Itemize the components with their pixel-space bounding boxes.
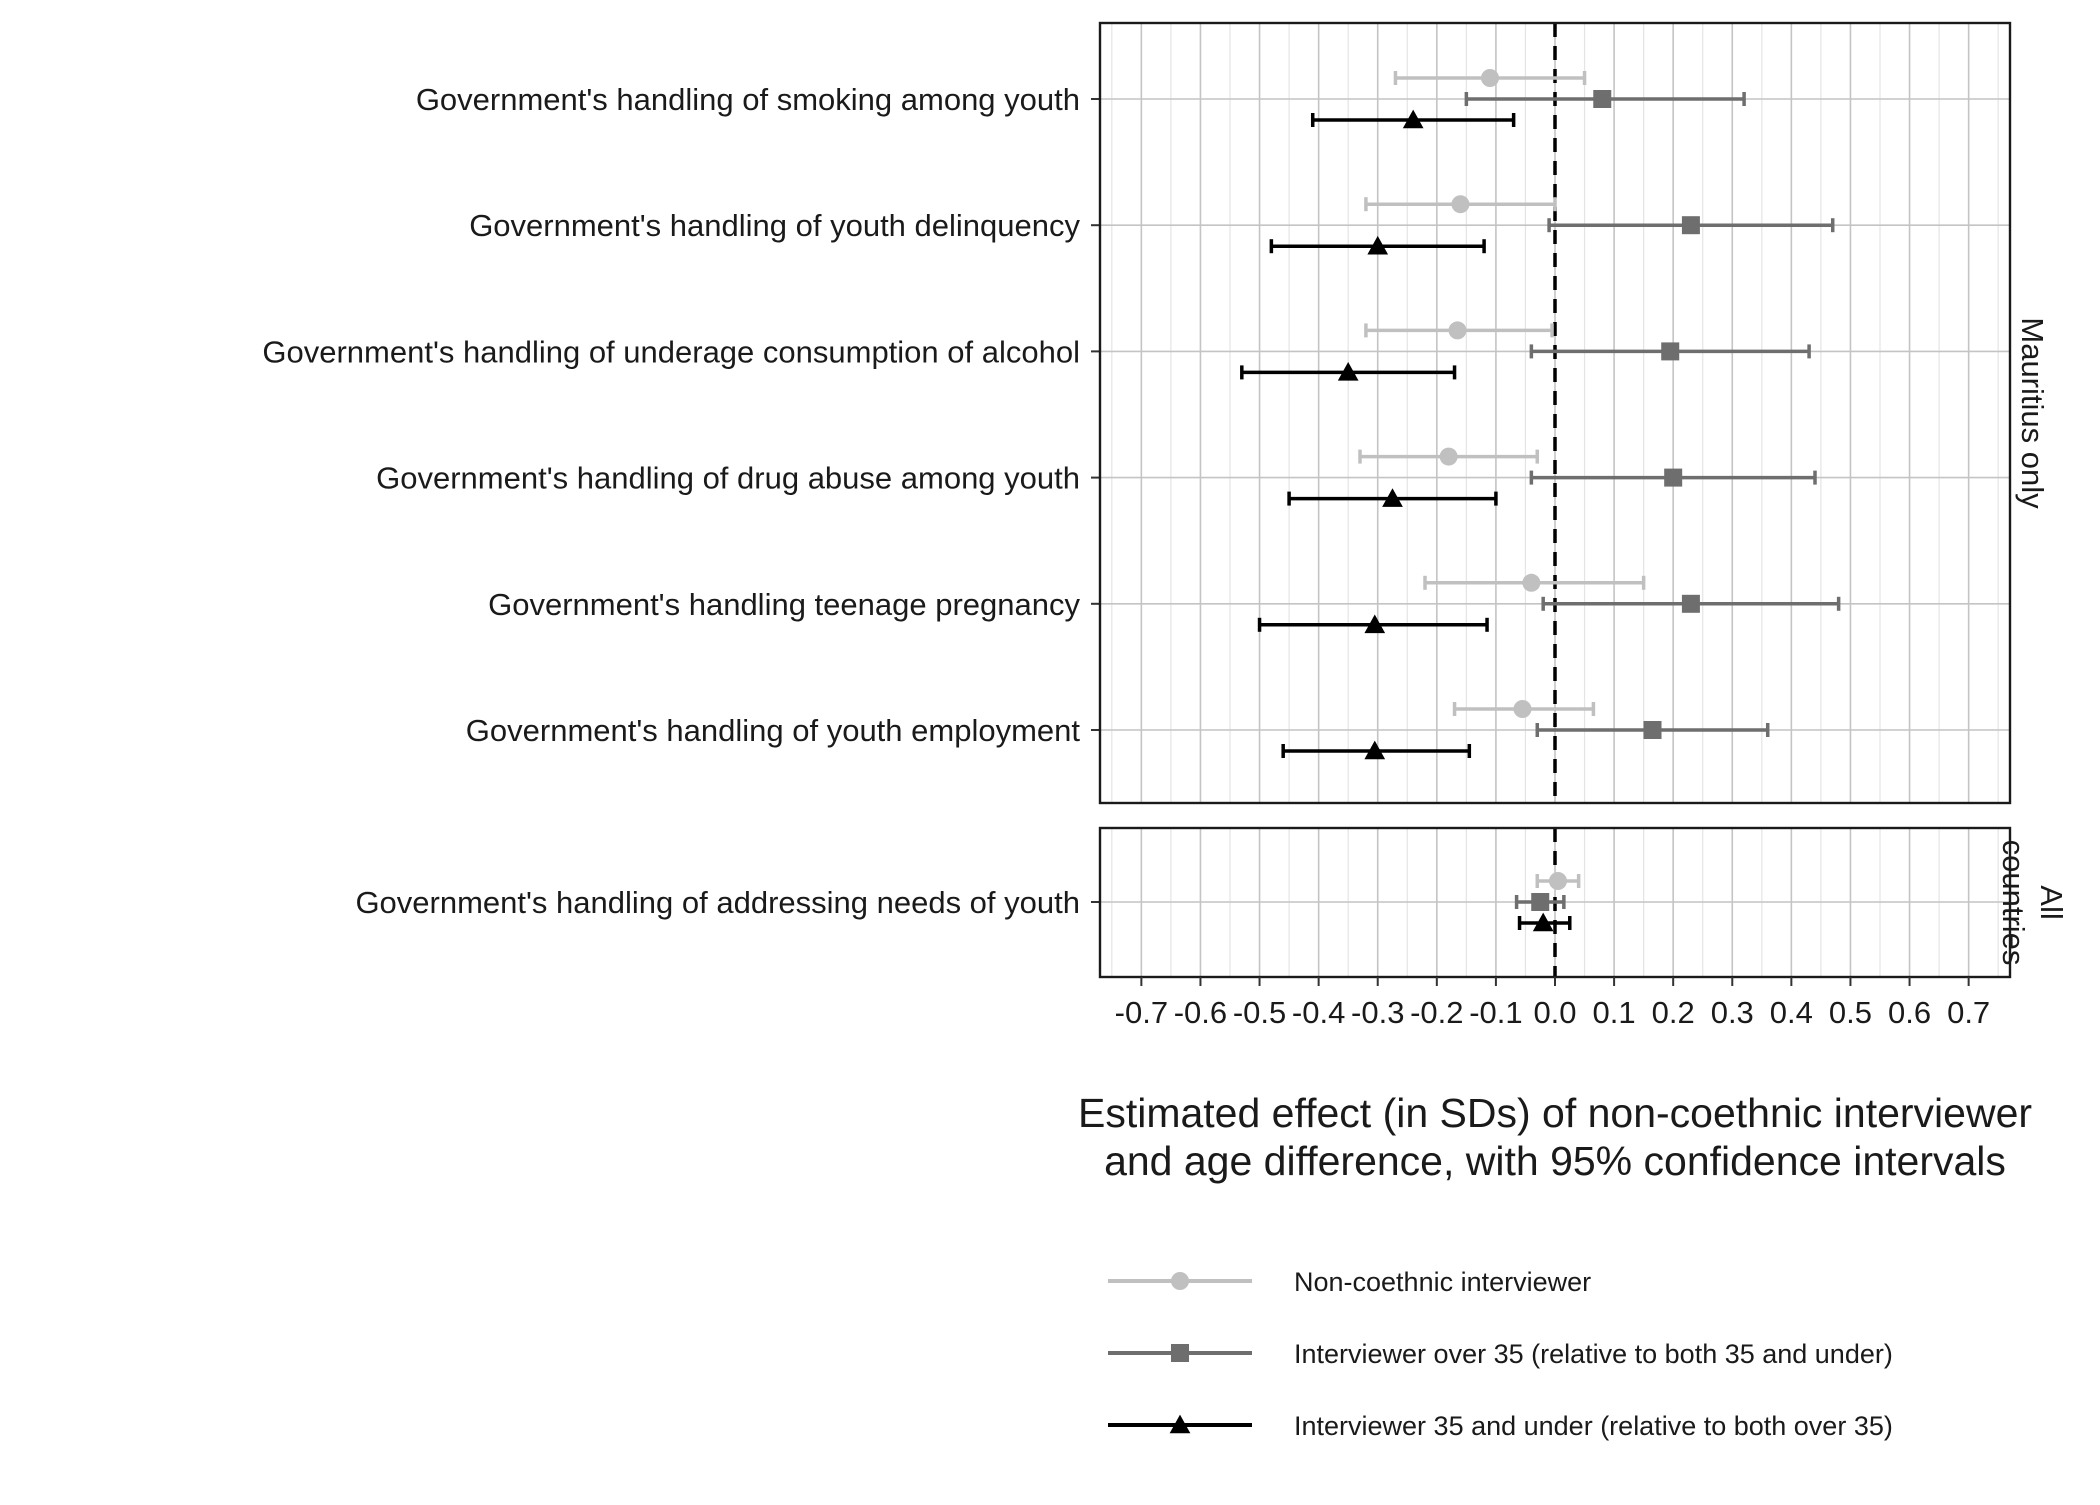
point-noncoethnic — [1448, 321, 1467, 340]
x-tick-label: -0.6 — [1174, 995, 1227, 1030]
point-over35 — [1531, 893, 1550, 911]
facet-strip-label: Mauritius only — [2015, 317, 2050, 509]
facet-strip-label-line: All — [2034, 885, 2069, 919]
point-noncoethnic — [1522, 573, 1541, 592]
legend-key-marker — [1169, 1414, 1191, 1434]
point-over35 — [1593, 90, 1612, 108]
point-under35 — [1382, 488, 1403, 507]
legend-entry-label: Non-coethnic interviewer — [1294, 1267, 1591, 1297]
point-under35 — [1337, 362, 1359, 381]
point-over35 — [1661, 342, 1680, 361]
legend-entry-label: Interviewer 35 and under (relative to bo… — [1294, 1411, 1893, 1441]
y-tick-label: Government's handling of underage consum… — [262, 334, 1080, 369]
x-tick-label: -0.7 — [1115, 995, 1168, 1030]
y-tick-label: Government's handling of youth employmen… — [466, 713, 1081, 748]
point-under35 — [1402, 109, 1424, 129]
point-noncoethnic — [1481, 69, 1499, 87]
point-under35 — [1532, 912, 1554, 932]
y-tick-label: Government's handling of addressing need… — [355, 885, 1080, 920]
x-tick-label: 0.5 — [1829, 995, 1872, 1030]
y-tick-label: Government's handling teenage pregnancy — [488, 587, 1080, 622]
panel-border — [1098, 21, 2012, 805]
point-noncoethnic — [1513, 700, 1532, 718]
point-under35 — [1364, 740, 1386, 760]
x-tick-label: 0.0 — [1533, 995, 1576, 1030]
x-axis-title-line: Estimated effect (in SDs) of non-coethni… — [1078, 1090, 2032, 1136]
y-tick-label: Government's handling of drug abuse amon… — [376, 461, 1080, 496]
x-tick-label: -0.2 — [1410, 995, 1463, 1030]
point-over35 — [1681, 594, 1700, 613]
x-tick-label: -0.4 — [1292, 995, 1345, 1030]
x-axis-title-line: and age difference, with 95% confidence … — [1104, 1138, 2006, 1184]
facet-strip-label-line: Mauritius only — [2015, 317, 2050, 509]
facet-strip-label-line: countries — [1996, 840, 2031, 966]
legend-entry-label: Interviewer over 35 (relative to both 35… — [1294, 1339, 1893, 1369]
point-under35 — [1367, 235, 1389, 255]
point-noncoethnic — [1451, 195, 1470, 214]
x-tick-label: 0.1 — [1593, 995, 1636, 1030]
legend-key-marker — [1171, 1272, 1189, 1290]
y-tick-label: Government's handling of youth delinquen… — [469, 208, 1080, 243]
point-noncoethnic — [1548, 872, 1567, 890]
point-over35 — [1643, 721, 1662, 739]
point-noncoethnic — [1439, 447, 1458, 466]
x-tick-label: 0.7 — [1947, 995, 1990, 1030]
facet-strip-label: Allcountries — [1996, 840, 2069, 966]
x-tick-label: -0.3 — [1351, 995, 1404, 1030]
x-tick-label: -0.5 — [1233, 995, 1286, 1030]
y-tick-label: Government's handling of smoking among y… — [416, 82, 1080, 117]
x-tick-label: 0.2 — [1652, 995, 1695, 1030]
point-under35 — [1364, 614, 1386, 634]
x-tick-label: 0.4 — [1770, 995, 1813, 1030]
x-tick-label: 0.6 — [1888, 995, 1931, 1030]
point-over35 — [1664, 468, 1683, 487]
point-over35 — [1681, 216, 1700, 235]
x-tick-label: 0.3 — [1711, 995, 1754, 1030]
x-tick-label: -0.1 — [1469, 995, 1522, 1030]
legend-key-marker — [1171, 1344, 1189, 1362]
